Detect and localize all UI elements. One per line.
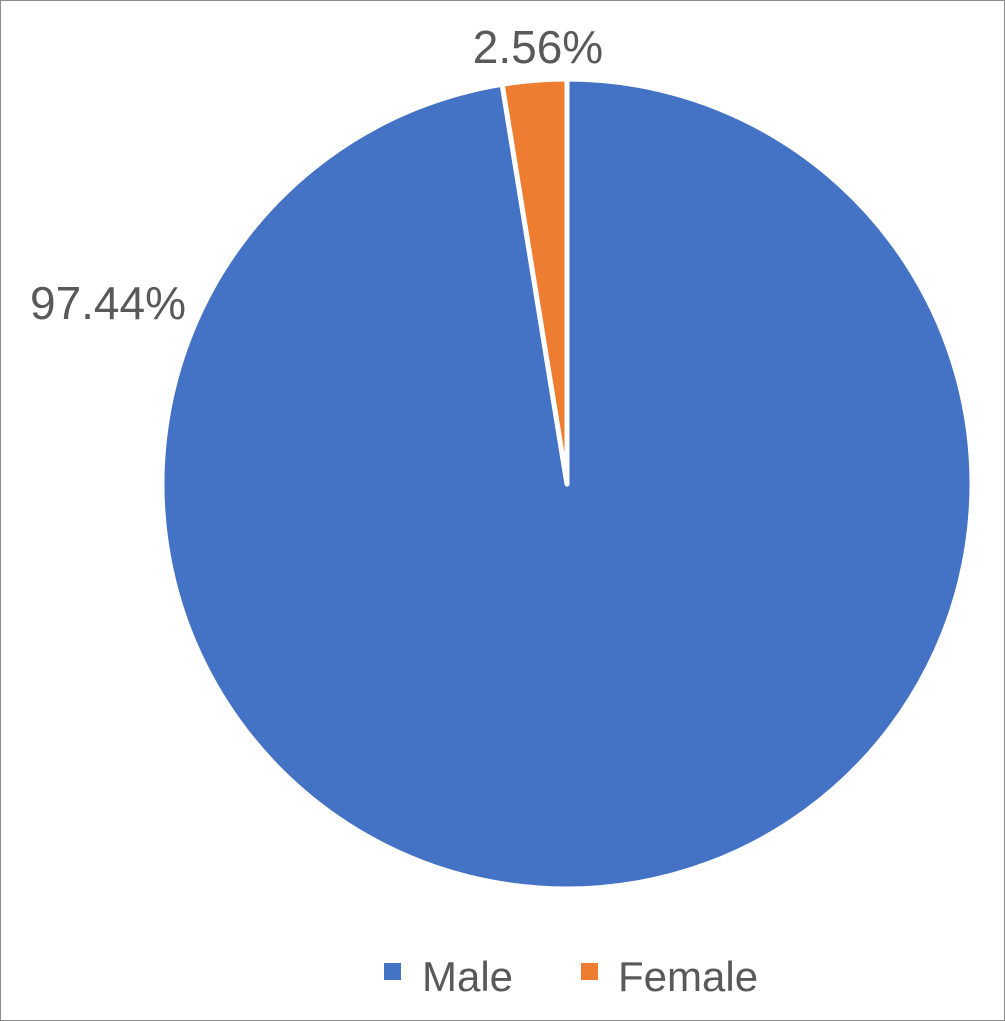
legend-label-male: Male <box>422 953 513 1000</box>
pie-slice-female <box>499 76 570 487</box>
legend-swatch-female <box>581 963 598 980</box>
data-labels: 97.44% 2.56% <box>30 21 603 329</box>
legend-label-female: Female <box>618 953 758 1000</box>
legend-swatch-male <box>384 963 401 980</box>
pie-slices <box>159 76 975 892</box>
data-label-female: 2.56% <box>473 21 603 73</box>
data-label-male: 97.44% <box>30 277 186 329</box>
legend: Male Female <box>384 953 758 1000</box>
